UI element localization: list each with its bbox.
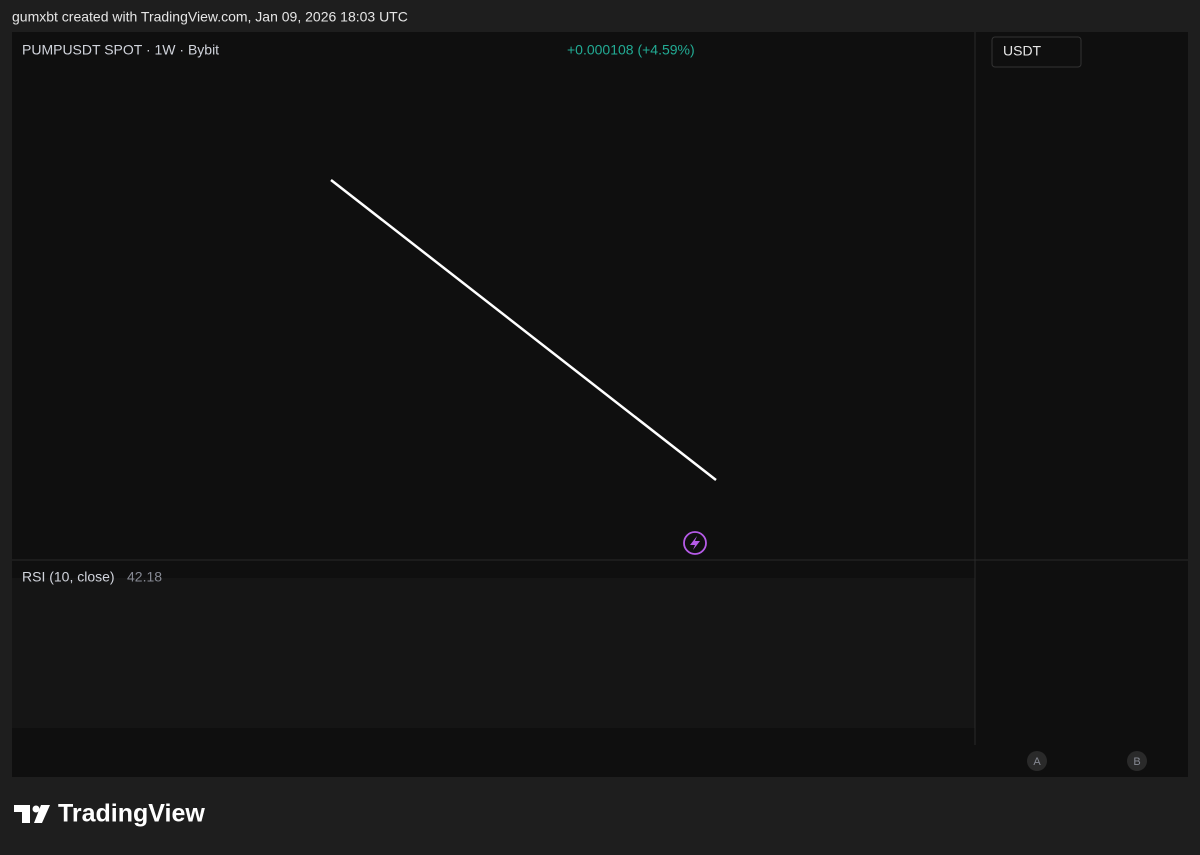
axis-button-a[interactable]	[1027, 751, 1047, 771]
rsi-title: RSI (10, close)	[22, 569, 115, 585]
axis-button-b-label: B	[1133, 756, 1140, 768]
rsi-value: 42.18	[127, 569, 162, 585]
symbol-title: PUMPUSDT SPOT · 1W · Bybit	[22, 42, 219, 58]
logo-dot	[32, 805, 40, 813]
currency-button[interactable]	[991, 36, 1082, 68]
logo-mark	[14, 805, 30, 823]
caption: gumxbt created with TradingView.com, Jan…	[12, 9, 408, 25]
rsi-band-fill	[12, 578, 975, 728]
brand: TradingView	[58, 800, 205, 828]
currency: USDT	[1003, 43, 1042, 59]
logo	[14, 805, 50, 823]
change: +0.000108 (+4.59%)	[567, 42, 695, 58]
event-icon[interactable]	[683, 531, 707, 555]
axis-button-a-label: A	[1033, 756, 1041, 768]
trend-line	[330, 179, 717, 481]
logo-slash	[34, 805, 50, 823]
axis-button-b[interactable]	[1127, 751, 1147, 771]
event-bolt	[690, 536, 700, 550]
